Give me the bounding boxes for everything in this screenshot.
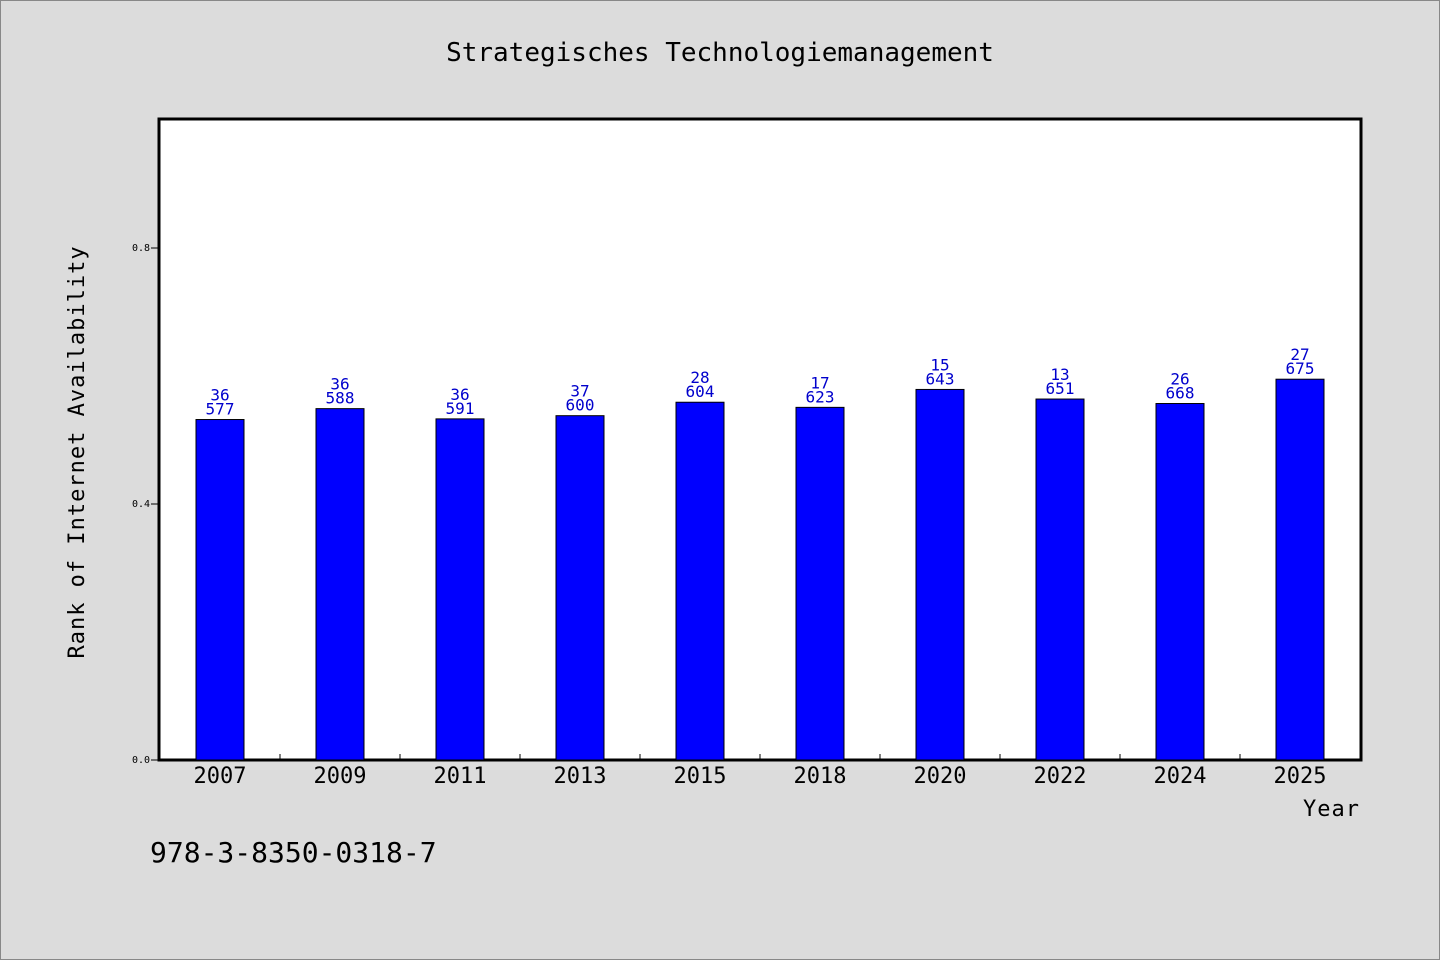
bar-2024 [1155, 403, 1205, 761]
bar-label-bottom: 651 [1046, 379, 1075, 398]
bar-label-top: 37 [570, 382, 589, 401]
x-axis-label: Year [1303, 797, 1360, 822]
bar-label-bottom: 643 [926, 369, 955, 388]
bar-2020 [915, 388, 965, 761]
bar-label-top: 27 [1290, 345, 1309, 364]
bar-2013 [555, 415, 605, 761]
x-tick-label: 2009 [314, 764, 367, 789]
bar-label-bottom: 600 [566, 396, 595, 415]
bar-2011 [435, 418, 485, 761]
x-tick-label: 2015 [674, 764, 727, 789]
bar-series [195, 378, 1325, 761]
bar-2018 [795, 406, 845, 761]
bar-label-bottom: 591 [446, 399, 475, 418]
bar-label-bottom: 623 [806, 387, 835, 406]
x-tick-label: 2020 [914, 764, 967, 789]
y-tick-label: 0.4 [132, 499, 150, 510]
x-tick-label: 2025 [1274, 764, 1327, 789]
bar-label-top: 36 [210, 386, 229, 405]
y-tick-label: 0.0 [132, 755, 150, 766]
bar-2025 [1275, 378, 1325, 761]
bar-label-top: 28 [690, 368, 709, 387]
x-tick-label: 2022 [1034, 764, 1087, 789]
bar-label-top: 15 [930, 355, 949, 374]
bar-label-top: 13 [1050, 365, 1069, 384]
isbn-text: 978-3-8350-0318-7 [150, 836, 437, 869]
bar-2022 [1035, 398, 1085, 761]
x-tick-label: 2007 [194, 764, 247, 789]
x-tick-label: 2011 [434, 764, 487, 789]
chart-title: Strategisches Technologiemanagement [446, 38, 994, 68]
bar-2007 [195, 419, 245, 761]
bar-label-bottom: 577 [206, 400, 235, 419]
y-tick-label: 0.8 [132, 243, 150, 254]
bar-label-bottom: 668 [1166, 384, 1195, 403]
bar-label-top: 26 [1170, 370, 1189, 389]
bar-label-top: 17 [810, 373, 829, 392]
y-axis: 0.0 0.4 0.8 [132, 243, 160, 766]
bar-label-bottom: 675 [1286, 359, 1315, 378]
x-axis: 2007 2009 2011 2013 2015 2018 2020 2022 2024 2025 [194, 754, 1327, 789]
bar-label-bottom: 604 [686, 382, 715, 401]
x-tick-label: 2013 [554, 764, 607, 789]
x-tick-label: 2024 [1154, 764, 1207, 789]
bar-label-top: 36 [450, 385, 469, 404]
bar-label-bottom: 588 [326, 389, 355, 408]
y-axis-label: Rank of Internet Availability [65, 245, 90, 658]
x-tick-label: 2018 [794, 764, 847, 789]
bar-2015 [675, 401, 725, 761]
bar-label-top: 36 [330, 375, 349, 394]
bar-2009 [315, 408, 365, 761]
